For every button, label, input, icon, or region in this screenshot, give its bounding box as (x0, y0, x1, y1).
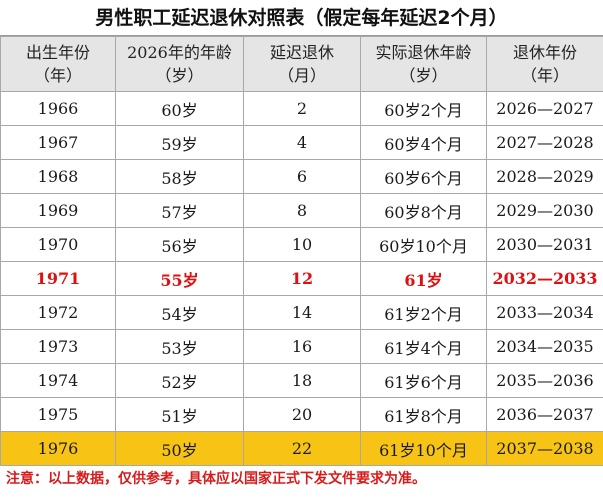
table-row: 1967 59岁 4 60岁4个月 2027—2028 (0, 125, 603, 160)
cell-retire-years: 2034—2035 (486, 329, 603, 364)
header-actual-age: 实际退休年龄 （岁） (360, 36, 487, 92)
header-birth-year: 出生年份 （年） (0, 36, 116, 92)
header-age-2026-line2: （岁） (155, 66, 204, 85)
cell-age-2026: 59岁 (115, 125, 244, 160)
table-header-row: 出生年份 （年） 2026年的年龄 （岁） 延迟退休 （月） 实际退休年龄 （岁… (0, 36, 603, 92)
table-row: 1970 56岁 10 60岁10个月 2030—2031 (0, 227, 603, 262)
table-row-gold: 1976 50岁 22 61岁10个月 2037—2038 (0, 431, 603, 466)
cell-delay-months: 2 (243, 91, 361, 126)
cell-retire-years: 2033—2034 (486, 295, 603, 330)
table-row: 1966 60岁 2 60岁2个月 2026—2027 (0, 91, 603, 126)
cell-age-2026: 56岁 (115, 227, 244, 262)
page-title: 男性职工延迟退休对照表（假定每年延迟2个月） (0, 0, 603, 36)
cell-age-2026: 60岁 (115, 91, 244, 126)
cell-delay-months: 10 (243, 227, 361, 262)
cell-retire-years: 2027—2028 (486, 125, 603, 160)
cell-birth-year: 1973 (0, 329, 116, 364)
table-row: 1968 58岁 6 60岁6个月 2028—2029 (0, 159, 603, 194)
cell-birth-year: 1975 (0, 397, 116, 432)
cell-age-2026: 50岁 (115, 431, 244, 466)
cell-delay-months: 18 (243, 363, 361, 398)
cell-birth-year: 1971 (0, 261, 116, 296)
header-actual-age-line1: 实际退休年龄 (375, 43, 472, 62)
cell-delay-months: 8 (243, 193, 361, 228)
header-actual-age-line2: （岁） (399, 66, 448, 85)
cell-actual-age: 61岁6个月 (360, 363, 487, 398)
cell-delay-months: 20 (243, 397, 361, 432)
table-body: 1966 60岁 2 60岁2个月 2026—2027 1967 59岁 4 6… (0, 91, 603, 466)
cell-retire-years: 2035—2036 (486, 363, 603, 398)
cell-delay-months: 16 (243, 329, 361, 364)
cell-age-2026: 53岁 (115, 329, 244, 364)
header-age-2026-line1: 2026年的年龄 (127, 43, 232, 62)
cell-birth-year: 1967 (0, 125, 116, 160)
disclaimer-note: 注意：以上数据，仅供参考，具体应以国家正式下发文件要求为准。 (6, 471, 426, 487)
cell-delay-months: 22 (243, 431, 361, 466)
cell-age-2026: 55岁 (115, 261, 244, 296)
header-retire-years-line1: 退休年份 (512, 43, 577, 62)
cell-delay-months: 14 (243, 295, 361, 330)
cell-birth-year: 1970 (0, 227, 116, 262)
cell-actual-age: 61岁 (360, 261, 487, 296)
cell-actual-age: 61岁4个月 (360, 329, 487, 364)
cell-delay-months: 12 (243, 261, 361, 296)
table-row: 1973 53岁 16 61岁4个月 2034—2035 (0, 329, 603, 364)
header-delay-months: 延迟退休 （月） (243, 36, 361, 92)
cell-actual-age: 60岁4个月 (360, 125, 487, 160)
cell-retire-years: 2032—2033 (486, 261, 603, 296)
cell-actual-age: 61岁2个月 (360, 295, 487, 330)
header-delay-months-line1: 延迟退休 (269, 43, 334, 62)
cell-actual-age: 60岁8个月 (360, 193, 487, 228)
header-age-2026: 2026年的年龄 （岁） (115, 36, 244, 92)
header-birth-year-line2: （年） (33, 66, 82, 85)
cell-delay-months: 4 (243, 125, 361, 160)
cell-birth-year: 1969 (0, 193, 116, 228)
cell-birth-year: 1966 (0, 91, 116, 126)
table-row: 1975 51岁 20 61岁8个月 2036—2037 (0, 397, 603, 432)
cell-birth-year: 1976 (0, 431, 116, 466)
table-row-highlighted: 1971 55岁 12 61岁 2032—2033 (0, 261, 603, 296)
header-retire-years: 退休年份 （年） (486, 36, 603, 92)
header-retire-years-line2: （年） (520, 66, 569, 85)
cell-retire-years: 2037—2038 (486, 431, 603, 466)
cell-birth-year: 1972 (0, 295, 116, 330)
table-row: 1972 54岁 14 61岁2个月 2033—2034 (0, 295, 603, 330)
cell-retire-years: 2028—2029 (486, 159, 603, 194)
table-row: 1969 57岁 8 60岁8个月 2029—2030 (0, 193, 603, 228)
cell-delay-months: 6 (243, 159, 361, 194)
cell-actual-age: 61岁8个月 (360, 397, 487, 432)
cell-actual-age: 61岁10个月 (360, 431, 487, 466)
retirement-table: 出生年份 （年） 2026年的年龄 （岁） 延迟退休 （月） 实际退休年龄 （岁… (0, 36, 603, 466)
header-delay-months-line2: （月） (277, 66, 326, 85)
table-row: 1974 52岁 18 61岁6个月 2035—2036 (0, 363, 603, 398)
cell-age-2026: 52岁 (115, 363, 244, 398)
cell-age-2026: 58岁 (115, 159, 244, 194)
cell-age-2026: 54岁 (115, 295, 244, 330)
cell-age-2026: 51岁 (115, 397, 244, 432)
cell-retire-years: 2029—2030 (486, 193, 603, 228)
cell-retire-years: 2030—2031 (486, 227, 603, 262)
cell-actual-age: 60岁2个月 (360, 91, 487, 126)
cell-actual-age: 60岁10个月 (360, 227, 487, 262)
cell-birth-year: 1968 (0, 159, 116, 194)
cell-actual-age: 60岁6个月 (360, 159, 487, 194)
cell-retire-years: 2036—2037 (486, 397, 603, 432)
cell-retire-years: 2026—2027 (486, 91, 603, 126)
cell-birth-year: 1974 (0, 363, 116, 398)
cell-age-2026: 57岁 (115, 193, 244, 228)
header-birth-year-line1: 出生年份 (25, 43, 90, 62)
